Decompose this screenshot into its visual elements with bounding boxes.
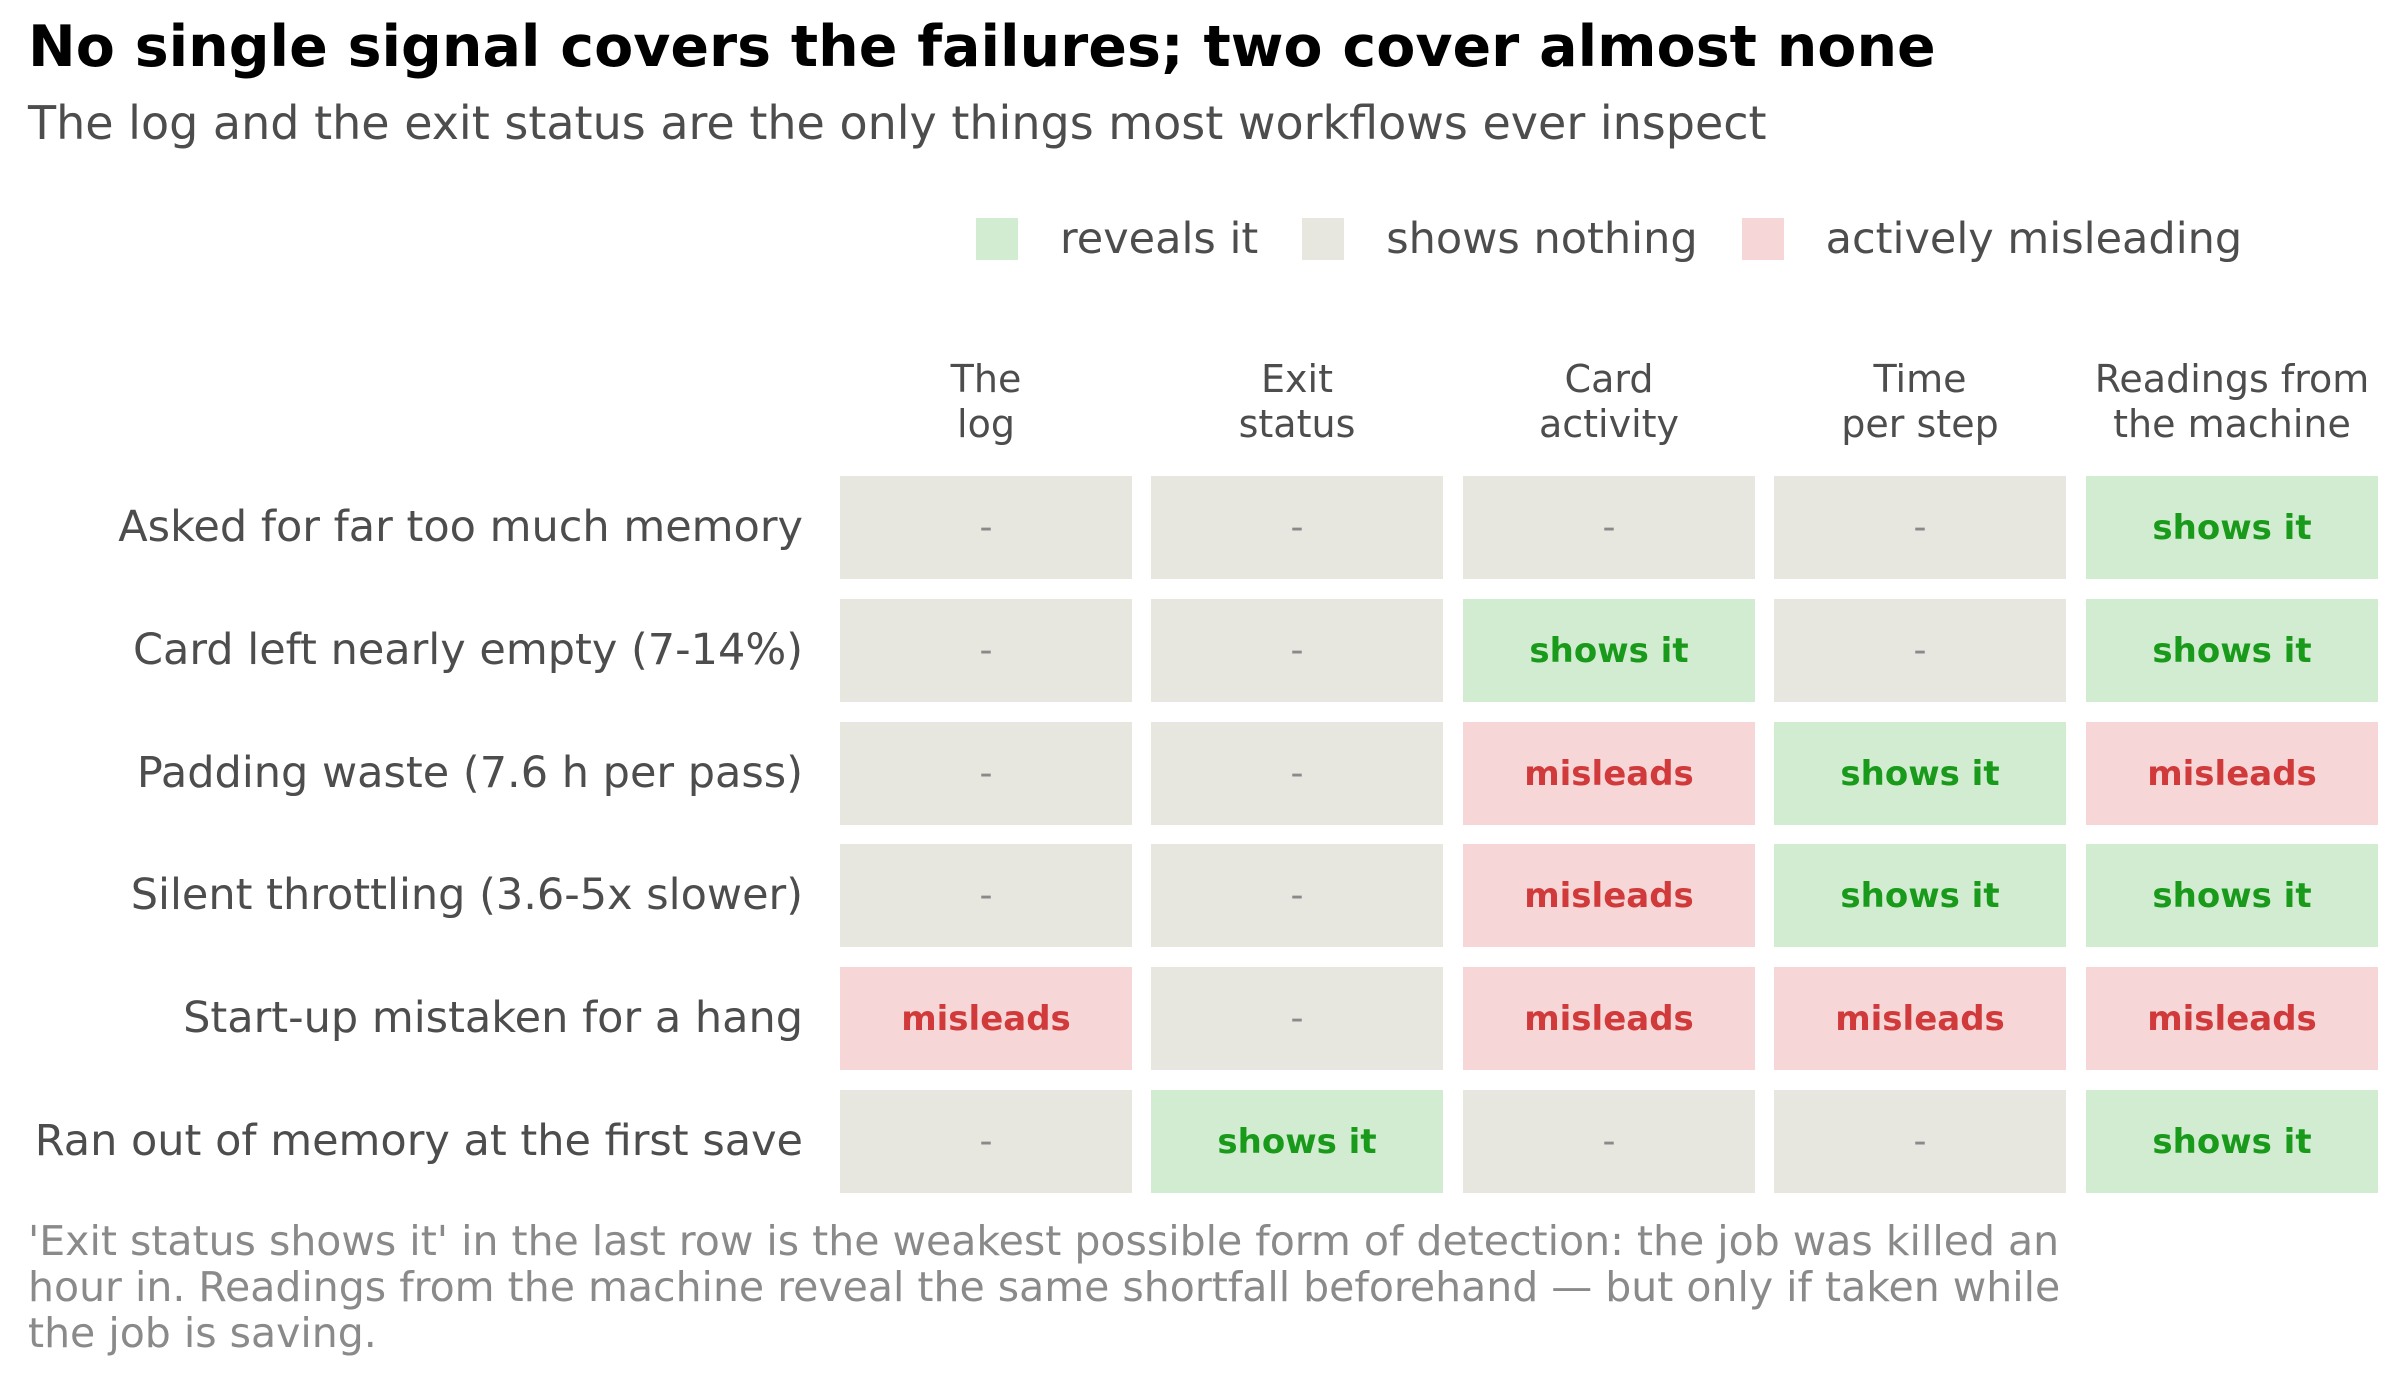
matrix-cell: misleads: [1774, 967, 2066, 1070]
matrix-cell: misleads: [1463, 844, 1755, 947]
legend-label-reveals: reveals it: [1060, 214, 1259, 264]
matrix-cell: -: [1774, 476, 2066, 579]
row-label: Silent throttling (3.6-5x slower): [130, 870, 803, 920]
matrix-cell: -: [1774, 599, 2066, 702]
matrix-cell: shows it: [1774, 722, 2066, 825]
matrix-cell: -: [840, 1090, 1132, 1193]
legend-item-reveals: reveals it: [976, 214, 1258, 264]
row-label: Asked for far too much memory: [118, 502, 803, 552]
column-header: Time per step: [1841, 357, 1999, 446]
matrix-cell: -: [1463, 1090, 1755, 1193]
row-label: Start-up mistaken for a hang: [183, 993, 803, 1043]
legend-swatch-reveals: [976, 218, 1018, 260]
matrix-cell: shows it: [2086, 476, 2378, 579]
column-header: Card activity: [1538, 357, 1680, 446]
matrix-cell: -: [840, 844, 1132, 947]
matrix-cell: -: [1151, 476, 1443, 579]
legend-label-misleading: actively misleading: [1825, 214, 2243, 264]
matrix-cell: shows it: [1774, 844, 2066, 947]
matrix-cell: -: [840, 722, 1132, 825]
column-header: The log: [950, 357, 1022, 446]
legend-item-nothing: shows nothing: [1302, 214, 1698, 264]
footnote: 'Exit status shows it' in the last row i…: [28, 1217, 2061, 1357]
matrix-cell: -: [840, 476, 1132, 579]
matrix-cell: -: [1151, 844, 1443, 947]
legend: reveals it shows nothing actively mislea…: [976, 214, 2242, 264]
matrix-cell: shows it: [2086, 1090, 2378, 1193]
matrix-cell: misleads: [840, 967, 1132, 1070]
matrix-cell: shows it: [1463, 599, 1755, 702]
column-header: Exit status: [1238, 357, 1356, 446]
legend-label-nothing: shows nothing: [1386, 214, 1698, 264]
legend-item-misleading: actively misleading: [1741, 214, 2243, 264]
matrix-cell: misleads: [1463, 722, 1755, 825]
matrix-cell: shows it: [2086, 844, 2378, 947]
row-label: Card left nearly empty (7-14%): [133, 625, 803, 675]
matrix-cell: shows it: [2086, 599, 2378, 702]
matrix-cell: -: [1151, 722, 1443, 825]
matrix-cell: -: [1774, 1090, 2066, 1193]
legend-swatch-misleading: [1741, 218, 1784, 260]
row-label: Padding waste (7.6 h per pass): [136, 748, 803, 798]
legend-swatch-nothing: [1302, 218, 1345, 260]
matrix-cell: misleads: [2086, 722, 2378, 825]
row-label: Ran out of memory at the first save: [34, 1116, 803, 1166]
column-header: Readings from the machine: [2094, 357, 2370, 446]
chart-subtitle: The log and the exit status are the only…: [28, 96, 1767, 150]
matrix-cell: shows it: [1151, 1090, 1443, 1193]
chart-title: No single signal covers the failures; tw…: [28, 14, 1936, 80]
matrix-cell: -: [1463, 476, 1755, 579]
matrix-cell: misleads: [2086, 967, 2378, 1070]
matrix-cell: -: [840, 599, 1132, 702]
matrix-cell: -: [1151, 967, 1443, 1070]
matrix-cell: -: [1151, 599, 1443, 702]
matrix-cell: misleads: [1463, 967, 1755, 1070]
